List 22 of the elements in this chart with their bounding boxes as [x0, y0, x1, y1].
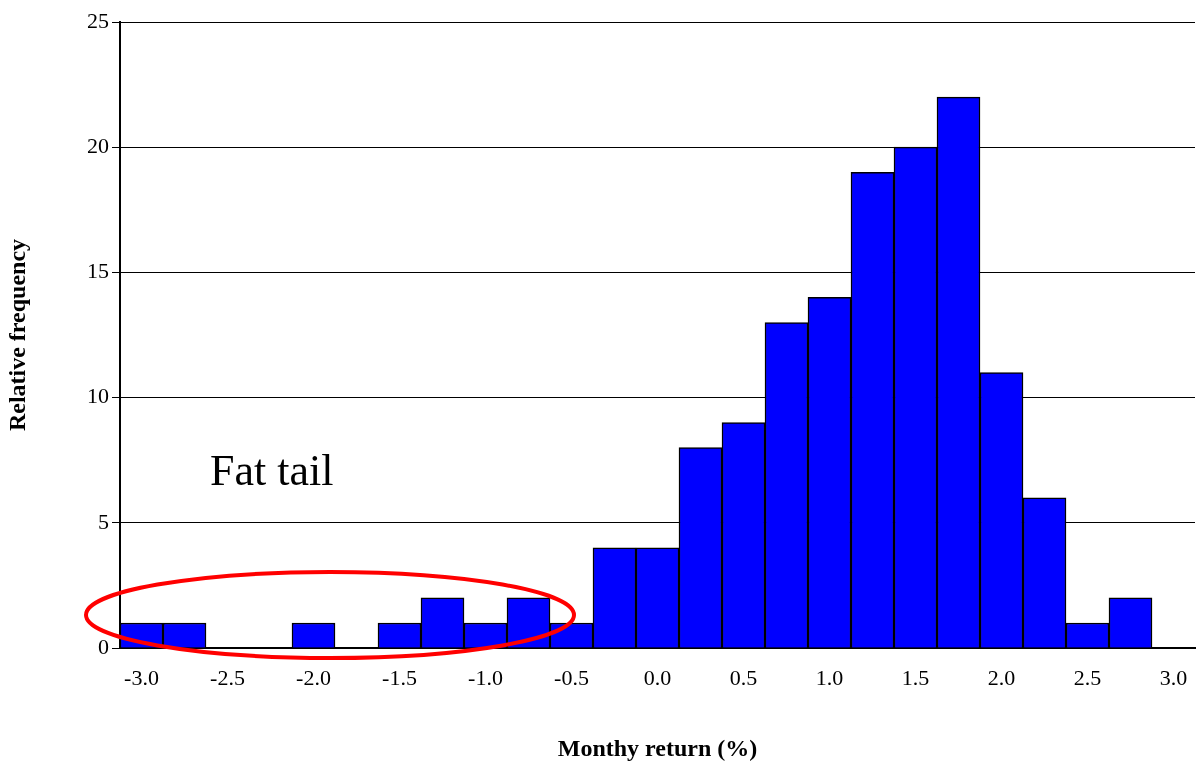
x-tick-label: 1.0: [815, 664, 844, 690]
x-tick-label: 0.0: [643, 664, 672, 690]
x-axis-title: Monthy return (%): [557, 734, 758, 761]
x-tick-label: 1.5: [901, 664, 930, 690]
x-tick-label: -0.5: [554, 664, 589, 690]
x-tick-label: -3.0: [124, 664, 159, 690]
y-tick-label: 10: [87, 383, 109, 409]
x-tick-label: -1.5: [382, 664, 417, 690]
x-tick-label: 2.5: [1073, 664, 1102, 690]
annotation: Fat tail: [210, 446, 334, 496]
y-tick-label: 15: [87, 258, 109, 284]
y-tick-label: 25: [87, 7, 109, 33]
y-tick-label: 5: [98, 508, 109, 534]
x-tick-label: -1.0: [468, 664, 503, 690]
y-axis-title: Relative frequency: [3, 238, 30, 432]
x-tick-label: -2.5: [210, 664, 245, 690]
y-tick-label: 0: [98, 633, 109, 659]
x-tick-label: 0.5: [729, 664, 758, 690]
x-tick-label: 3.0: [1159, 664, 1188, 690]
x-tick-label: -2.0: [296, 664, 331, 690]
y-tick-label: 20: [87, 132, 109, 158]
x-tick-label: 2.0: [987, 664, 1016, 690]
